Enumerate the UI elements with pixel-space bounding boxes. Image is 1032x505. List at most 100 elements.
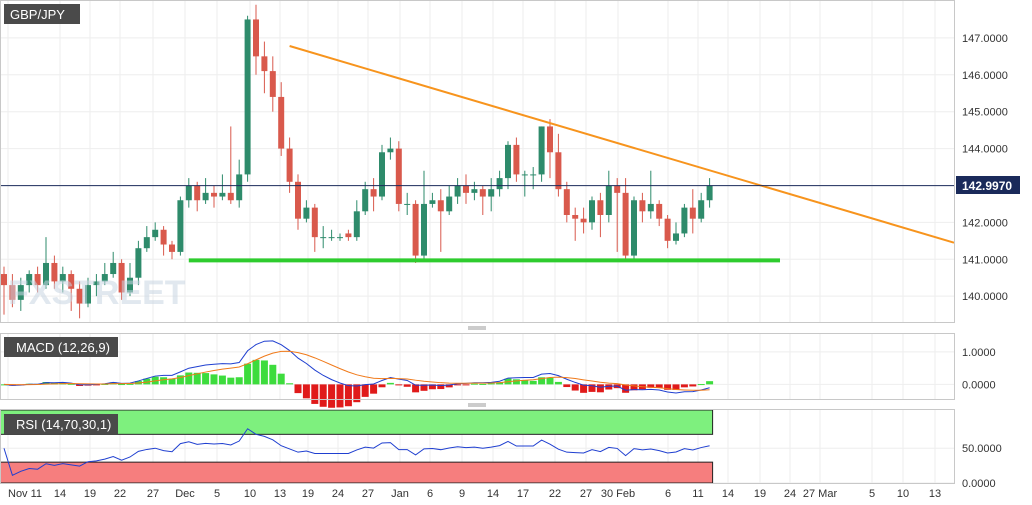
candle-body (631, 200, 637, 256)
macd-histogram-bar (227, 377, 235, 385)
macd-histogram-bar (680, 384, 688, 388)
macd-histogram-bar (378, 384, 386, 388)
time-tick-label: 30 Feb (601, 488, 635, 500)
rsi-label: RSI (14,70,30,1) (4, 414, 118, 434)
macd-histogram-bar (67, 383, 75, 385)
candle-body (463, 185, 469, 193)
macd-histogram-bar (521, 380, 529, 385)
rsi-tick-label: 0.0000 (962, 478, 996, 490)
candle-body (362, 189, 369, 212)
candle-body (253, 19, 259, 57)
macd-histogram-bar (529, 380, 537, 385)
macd-label-text: MACD (12,26,9) (16, 340, 110, 355)
macd-histogram-bar (252, 359, 260, 385)
candle-body (437, 200, 444, 212)
price-tick-label: 140.0000 (962, 291, 1008, 303)
fxstreet-watermark: FXSTREET (8, 274, 186, 312)
candle-body (59, 274, 66, 282)
symbol-label: GBP/JPY (4, 4, 80, 24)
candle-body (345, 233, 352, 238)
macd-histogram-bar (328, 384, 336, 408)
macd-histogram-bar (185, 372, 193, 385)
candle-body (521, 174, 528, 176)
resize-handle-rsi[interactable] (468, 403, 486, 407)
candle-body (395, 148, 402, 204)
macd-signal-line (3, 350, 710, 391)
candle-body (177, 200, 184, 252)
time-tick-label: 6 (665, 488, 671, 500)
macd-histogram-bar (361, 384, 369, 397)
macd-histogram-bar (672, 384, 680, 390)
candles (1, 4, 713, 319)
candle-body (664, 218, 671, 241)
macd-histogram-bar (664, 384, 672, 390)
candle-body (572, 215, 579, 219)
macd-histogram-bar (260, 360, 268, 385)
time-tick-label: 27 (580, 488, 592, 500)
macd-histogram-bar (470, 383, 478, 385)
macd-histogram-bar (244, 363, 252, 385)
last-price-tag: 142.9970 (956, 176, 1020, 194)
candle-body (681, 207, 688, 234)
price-axis: 147.0000 146.0000 145.0000 144.0000 142.0000… (962, 33, 1008, 490)
macd-histogram-bar (420, 384, 428, 391)
candle-body (1, 274, 7, 286)
time-tick-label: 22 (549, 488, 561, 500)
last-price-text: 142.9970 (962, 179, 1012, 193)
candle-body (605, 185, 612, 215)
candle-body (488, 189, 495, 197)
candle-body (211, 192, 217, 197)
time-tick-label: 10 (897, 488, 909, 500)
macd-histogram-bar (479, 383, 487, 385)
candle-body (421, 203, 427, 256)
candle-body (404, 203, 411, 205)
macd-histogram-bar (563, 384, 571, 388)
candle-body (236, 174, 243, 201)
macd-histogram-bar (118, 384, 126, 386)
candle-body (446, 196, 453, 212)
macd-histogram-bar (571, 384, 579, 391)
macd-histogram-bar (311, 384, 319, 404)
time-tick-label: 19 (754, 488, 766, 500)
candle-body (673, 233, 679, 241)
rsi-oversold-zone (0, 461, 714, 484)
candle-body (34, 274, 41, 286)
time-tick-label: 11 (692, 488, 703, 500)
time-tick-label: 5 (214, 488, 220, 500)
candle-body (51, 262, 58, 282)
macd-histogram-bar (689, 384, 697, 387)
candle-body (17, 285, 24, 300)
macd-histogram-bar (42, 382, 50, 385)
macd-histogram-bar (277, 373, 285, 385)
macd-label: MACD (12,26,9) (4, 337, 118, 357)
time-tick-label: 24 (332, 488, 344, 500)
macd-histogram-bar (546, 377, 554, 385)
time-tick-label: 13 (274, 488, 286, 500)
candle-body (429, 200, 436, 204)
macd-histogram-bar (370, 384, 378, 394)
macd-histogram-bar (269, 364, 277, 385)
candle-body (370, 189, 377, 197)
macd-histogram-bar (697, 384, 705, 386)
resize-handle-macd[interactable] (468, 326, 486, 330)
macd-histogram-bar (286, 383, 294, 385)
macd-histogram-bar (554, 381, 562, 385)
candle-body (219, 192, 226, 197)
macd-histogram-bar (655, 384, 663, 388)
macd-histogram-bar (596, 384, 604, 393)
candle-body (303, 207, 310, 219)
descending-trendline (289, 45, 955, 244)
macd-histogram-bar (160, 377, 168, 385)
candle-body (286, 148, 293, 182)
time-tick-label: 14 (722, 488, 734, 500)
macd-histogram-bar (605, 384, 613, 390)
rsi-label-text: RSI (14,70,30,1) (16, 417, 111, 432)
candle-body (110, 262, 117, 275)
macd-histogram-bar (319, 384, 327, 407)
candle-body (563, 189, 570, 215)
time-tick-label: 9 (459, 488, 465, 500)
macd-histogram-bar (454, 384, 462, 386)
price-tick-label: 144.0000 (962, 144, 1008, 156)
main-panel-border (0, 0, 955, 323)
